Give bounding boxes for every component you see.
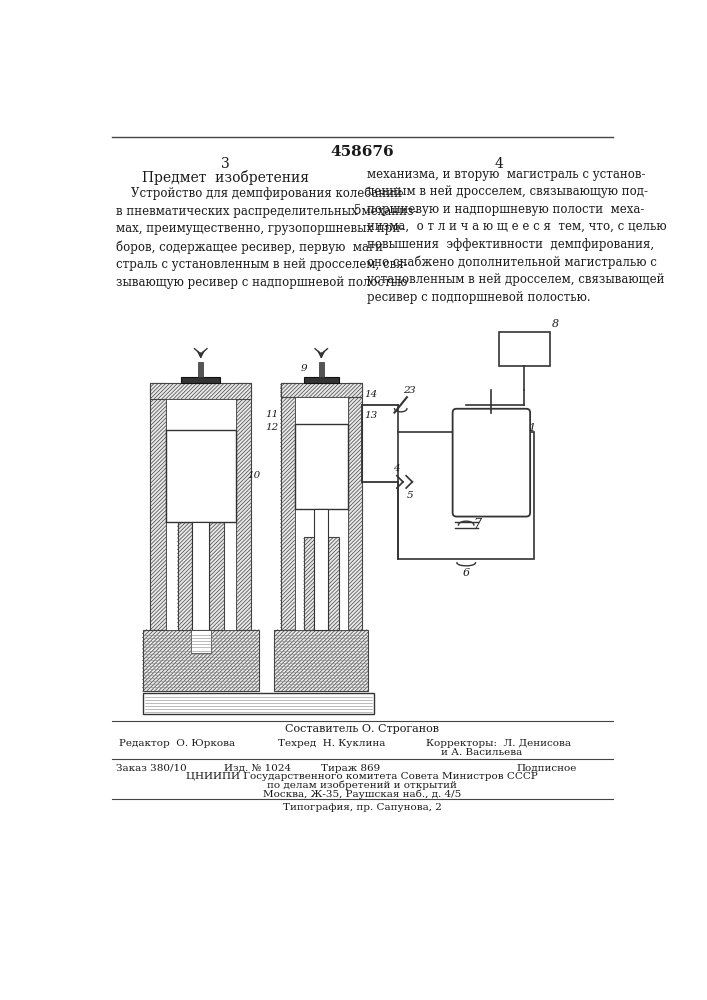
Text: Москва, Ж-35, Раушская наб., д. 4/5: Москва, Ж-35, Раушская наб., д. 4/5 bbox=[263, 789, 461, 799]
Text: 7: 7 bbox=[474, 518, 481, 531]
Text: 5: 5 bbox=[407, 491, 414, 500]
Bar bbox=[398, 432, 534, 559]
Text: по делам изобретений и открытий: по делам изобретений и открытий bbox=[267, 781, 457, 790]
Text: 13: 13 bbox=[364, 411, 378, 420]
FancyBboxPatch shape bbox=[452, 409, 530, 517]
Text: 9: 9 bbox=[300, 364, 308, 373]
Text: 11: 11 bbox=[265, 410, 279, 419]
Text: Изд. № 1024: Изд. № 1024 bbox=[224, 764, 291, 773]
Text: 6: 6 bbox=[462, 568, 469, 578]
Text: 5: 5 bbox=[354, 204, 361, 217]
Text: Заказ 380/10: Заказ 380/10 bbox=[115, 764, 186, 773]
Bar bbox=[295, 397, 348, 630]
Bar bbox=[281, 383, 362, 397]
Text: Корректоры:  Л. Денисова: Корректоры: Л. Денисова bbox=[426, 739, 571, 748]
Bar bbox=[151, 383, 251, 399]
Bar bbox=[143, 630, 259, 691]
Bar bbox=[304, 377, 339, 383]
Bar bbox=[319, 362, 324, 377]
Text: 2: 2 bbox=[403, 386, 409, 395]
Text: 4: 4 bbox=[495, 157, 503, 171]
Text: Подписное: Подписное bbox=[516, 764, 577, 773]
Bar bbox=[304, 537, 315, 630]
Text: 8: 8 bbox=[552, 319, 559, 329]
Text: ЦНИИПИ Государственного комитета Совета Министров СССР: ЦНИИПИ Государственного комитета Совета … bbox=[186, 772, 538, 781]
Bar bbox=[182, 377, 220, 383]
Bar bbox=[199, 362, 203, 377]
Text: 12: 12 bbox=[265, 424, 279, 432]
Bar bbox=[209, 522, 224, 630]
Bar bbox=[235, 383, 251, 630]
Bar bbox=[143, 693, 374, 714]
Text: и А. Васильева: и А. Васильева bbox=[441, 748, 522, 757]
Bar bbox=[166, 399, 235, 630]
Bar bbox=[177, 522, 192, 630]
Text: 14: 14 bbox=[364, 390, 378, 399]
Text: Устройство для демпфирования колебаний
в пневматических распределительных механи: Устройство для демпфирования колебаний в… bbox=[115, 187, 417, 289]
Bar bbox=[191, 630, 211, 653]
Text: 3: 3 bbox=[221, 157, 230, 171]
Text: Предмет  изобретения: Предмет изобретения bbox=[142, 170, 309, 185]
Bar bbox=[499, 332, 549, 366]
Text: 3: 3 bbox=[409, 386, 415, 395]
Text: 1: 1 bbox=[529, 423, 536, 433]
Text: 458676: 458676 bbox=[330, 145, 394, 159]
Bar bbox=[295, 424, 348, 509]
Text: Тираж 869: Тираж 869 bbox=[321, 764, 380, 773]
Bar bbox=[328, 537, 339, 630]
Text: 10: 10 bbox=[247, 471, 260, 480]
Bar bbox=[274, 630, 368, 691]
Bar bbox=[151, 383, 166, 630]
Bar bbox=[281, 383, 295, 630]
Text: Редактор  О. Юркова: Редактор О. Юркова bbox=[119, 739, 235, 748]
Text: 4: 4 bbox=[393, 464, 399, 473]
Bar bbox=[348, 383, 362, 630]
Bar bbox=[315, 509, 328, 630]
Text: Типография, пр. Сапунова, 2: Типография, пр. Сапунова, 2 bbox=[283, 803, 441, 812]
Text: Составитель О. Строганов: Составитель О. Строганов bbox=[285, 724, 439, 734]
Text: механизма, и вторую  магистраль с установ-
ленным в ней дросселем, связывающую п: механизма, и вторую магистраль с установ… bbox=[368, 168, 667, 304]
Bar bbox=[192, 522, 209, 630]
Bar bbox=[166, 430, 235, 522]
Text: Техред  Н. Куклина: Техред Н. Куклина bbox=[279, 739, 385, 748]
